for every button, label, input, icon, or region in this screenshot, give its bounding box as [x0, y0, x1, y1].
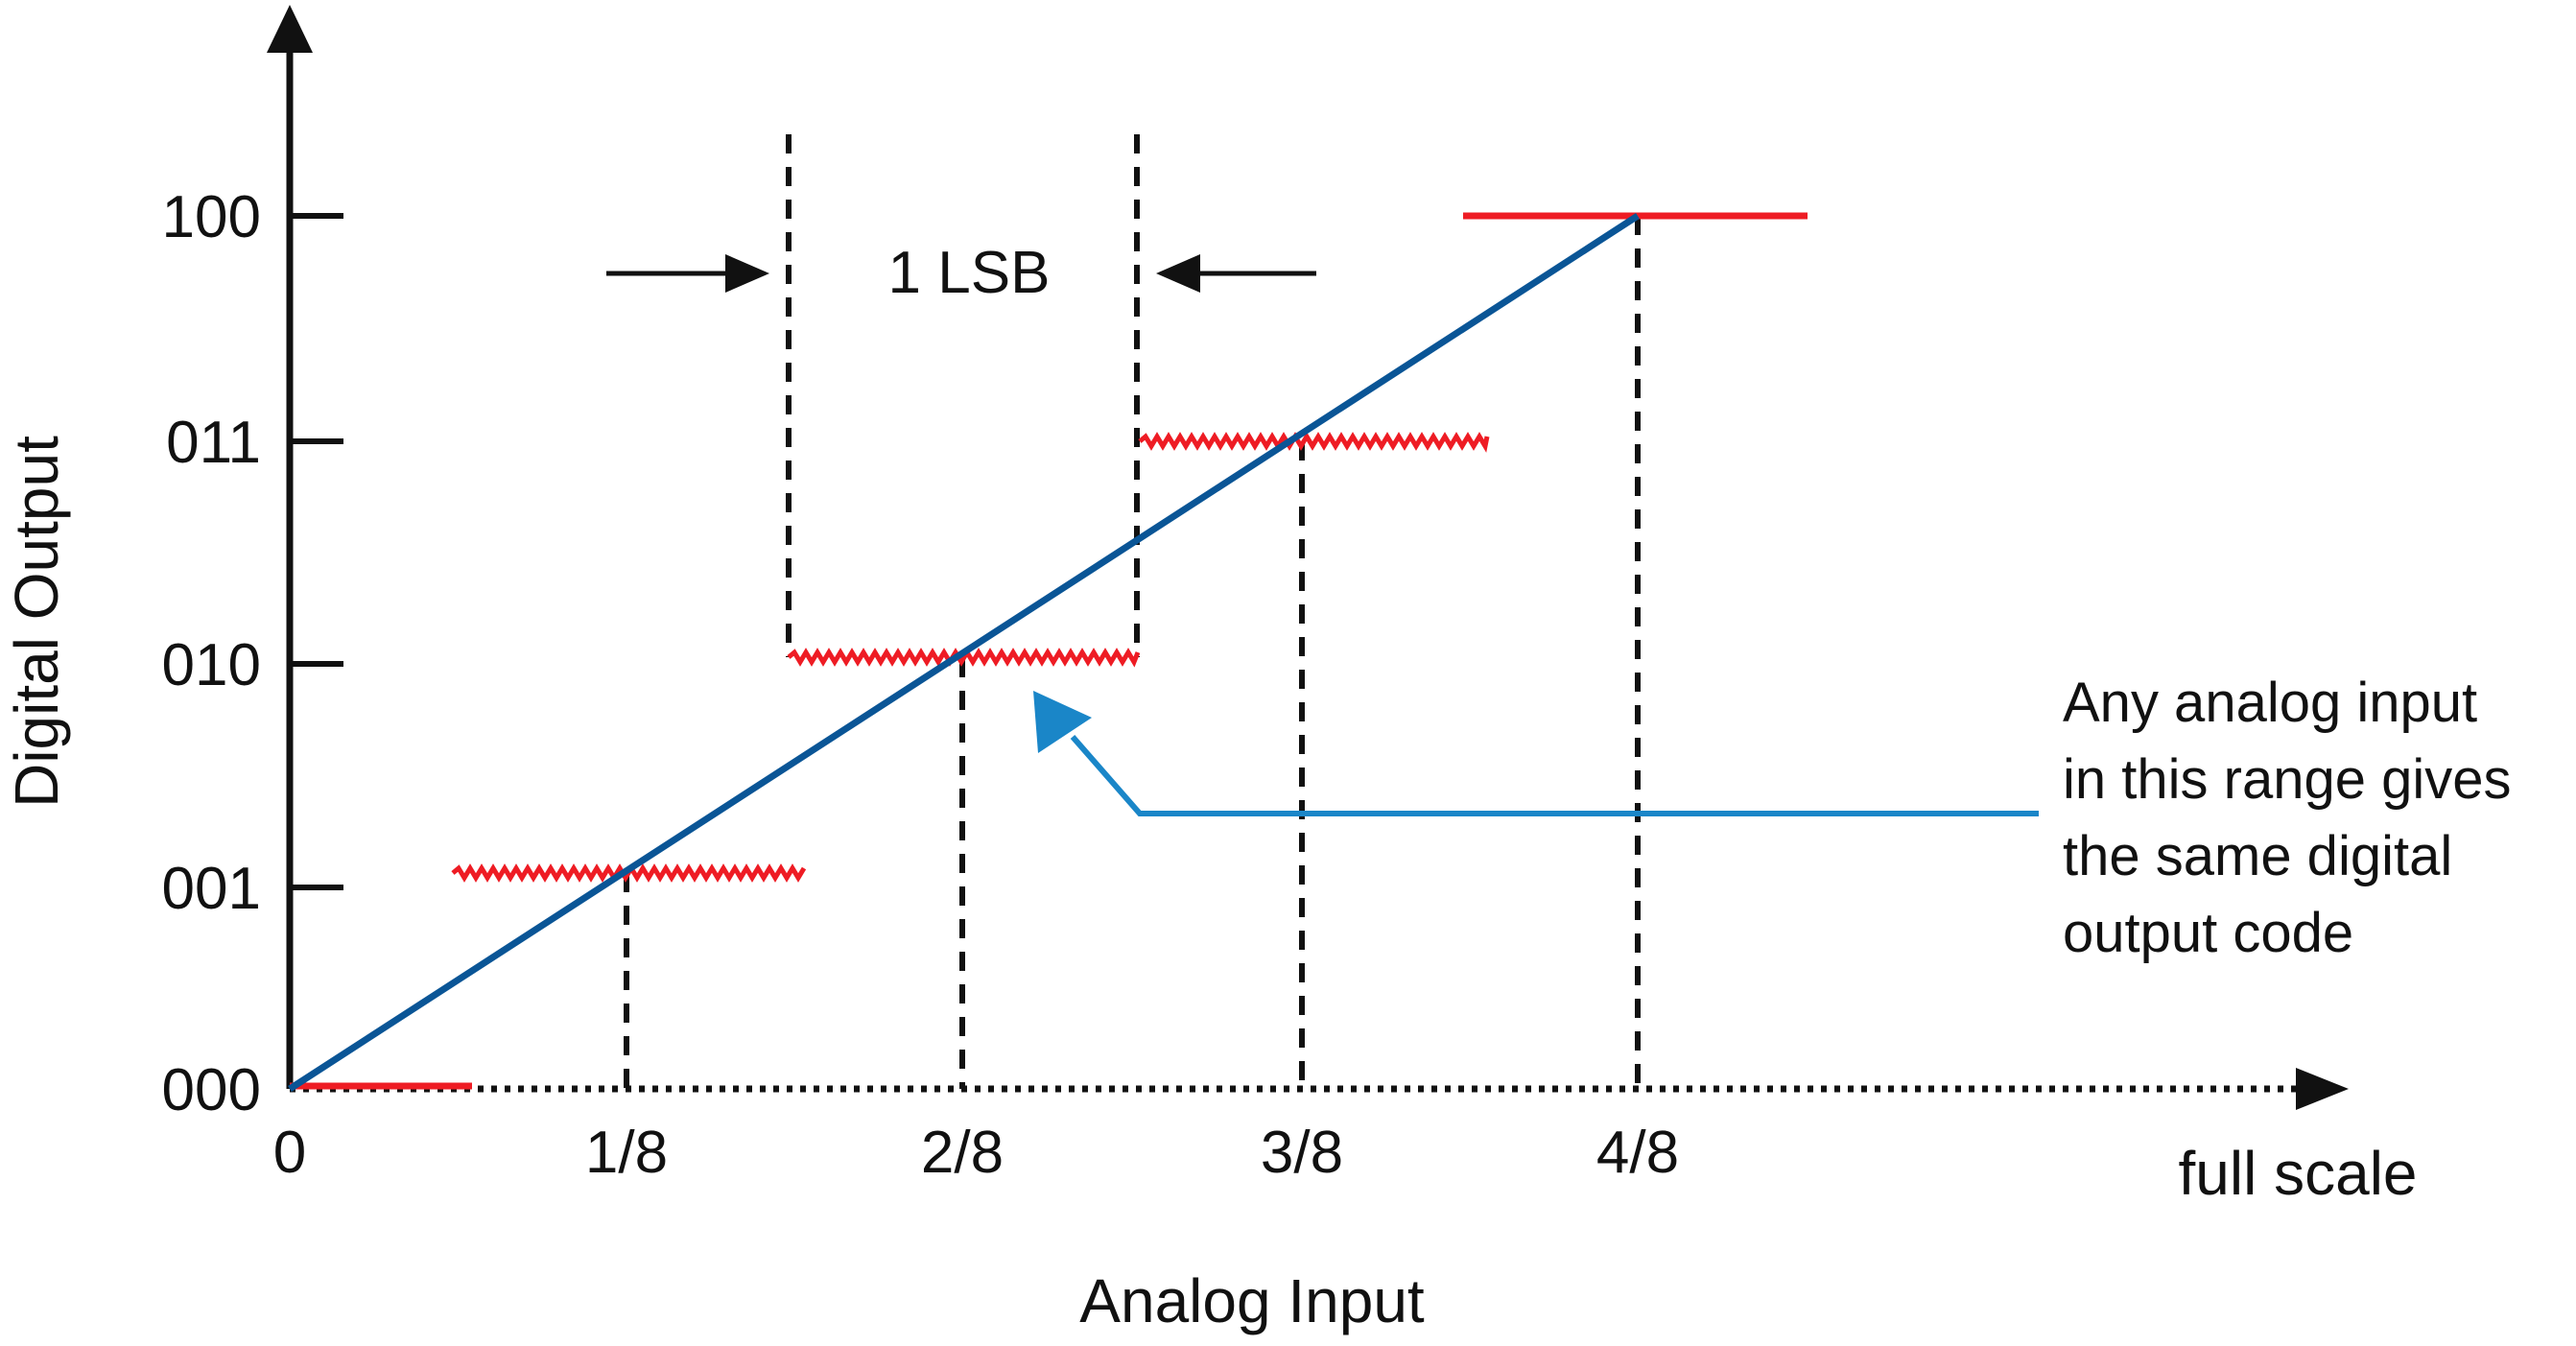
lsb-left-arrowhead [725, 254, 769, 293]
y-tick-label-100: 100 [162, 184, 261, 250]
lsb-right-arrowhead [1156, 254, 1200, 293]
ideal-transfer-line [288, 213, 1640, 1092]
quantization-step-010 [787, 648, 1141, 668]
callout-arrowhead [1033, 691, 1092, 753]
x-tick-label-3: 3/8 [1261, 1120, 1343, 1186]
y-tick-labels: 000 001 010 011 100 [162, 184, 261, 1123]
y-tick-label-000: 000 [162, 1057, 261, 1123]
y-tick-label-011: 011 [166, 410, 261, 476]
annotation-line-1: Any analog input [2063, 672, 2477, 734]
y-tick-label-001: 001 [162, 856, 261, 922]
callout-arrow [1070, 735, 2039, 816]
quantization-steps [290, 212, 1808, 1090]
x-tick-label-4: 4/8 [1596, 1120, 1679, 1186]
x-axis-arrowhead [2296, 1068, 2349, 1110]
y-axis-title: Digital Output [2, 436, 71, 808]
x-tick-label-2: 2/8 [921, 1120, 1004, 1186]
y-tick-marks [290, 213, 343, 890]
x-axis-end-label: full scale [2179, 1139, 2418, 1208]
x-tick-label-1: 1/8 [585, 1120, 668, 1186]
x-axis-title: Analog Input [1079, 1266, 1425, 1335]
quantization-step-011 [1138, 432, 1490, 453]
y-tick-label-010: 010 [162, 632, 261, 698]
y-axis-arrowhead [267, 5, 313, 53]
x-tick-label-0: 0 [273, 1120, 306, 1186]
drop-lines [624, 216, 1641, 1089]
lsb-label: 1 LSB [888, 240, 1051, 306]
x-tick-labels: 0 1/8 2/8 3/8 4/8 [273, 1120, 1679, 1186]
annotation-line-4: output code [2063, 902, 2353, 964]
annotation-line-3: the same digital [2063, 825, 2452, 887]
annotation-line-2: in this range gives [2063, 748, 2511, 811]
